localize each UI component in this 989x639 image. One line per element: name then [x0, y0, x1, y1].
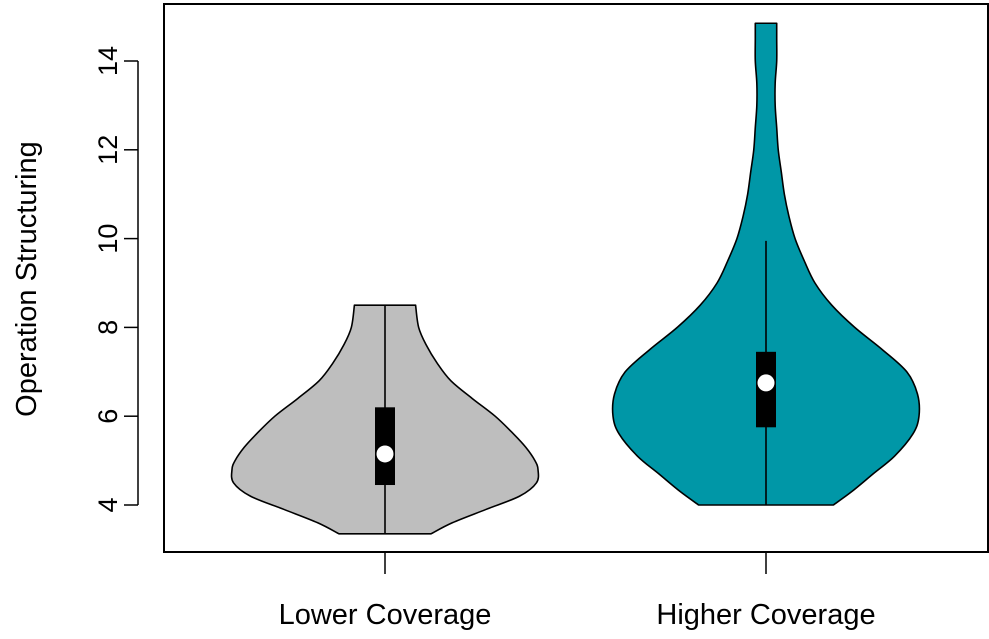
x-axis: Lower Coverage Higher Coverage [279, 552, 876, 631]
violins-layer [230, 22, 921, 535]
violin-group [230, 304, 540, 535]
violin-median-point [376, 445, 394, 463]
y-axis: 4 6 8 10 12 14 [93, 46, 139, 513]
y-tick-label: 8 [93, 320, 123, 335]
y-tick-label: 12 [93, 135, 123, 165]
y-tick-label: 14 [93, 46, 123, 76]
category-label: Higher Coverage [656, 599, 875, 631]
y-tick-label: 6 [93, 409, 123, 424]
y-tick-label: 10 [93, 224, 123, 254]
category-label: Lower Coverage [279, 599, 492, 631]
violin-group [611, 22, 921, 506]
y-axis-title: Operation Structuring [11, 141, 43, 417]
plot-frame [163, 3, 989, 553]
y-tick-label: 4 [93, 497, 123, 512]
violin-median-point [757, 374, 775, 392]
